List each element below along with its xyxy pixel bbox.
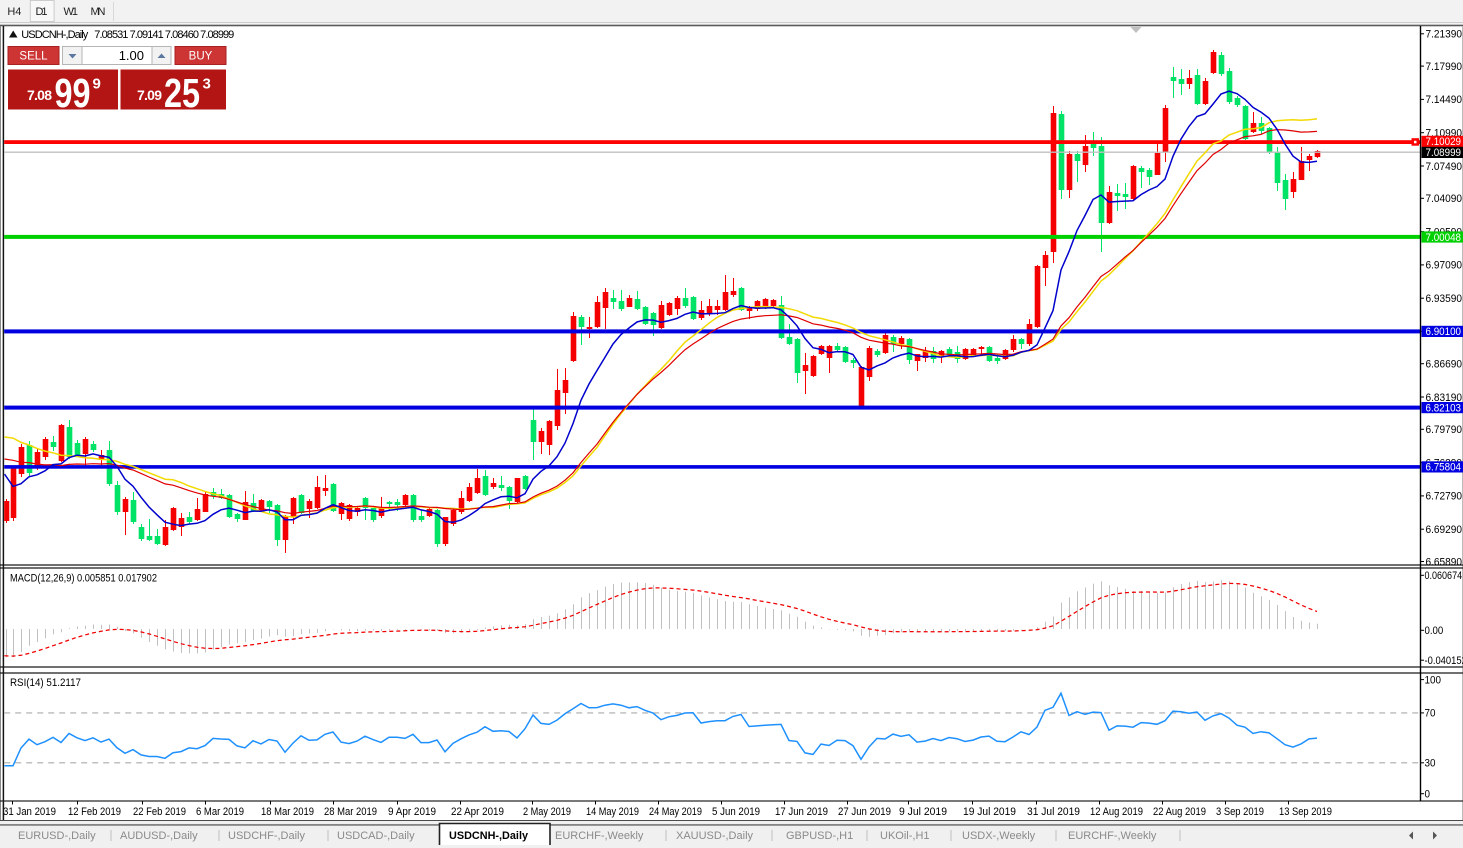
svg-text:17 Jun 2019: 17 Jun 2019 <box>775 806 828 818</box>
svg-text:RSI(14) 51.2117: RSI(14) 51.2117 <box>10 677 81 689</box>
svg-text:27 Jun 2019: 27 Jun 2019 <box>838 806 891 818</box>
svg-text:SELL: SELL <box>19 51 48 63</box>
svg-text:7.21390: 7.21390 <box>1426 29 1463 41</box>
svg-text:W1: W1 <box>64 6 79 18</box>
svg-text:1.00: 1.00 <box>119 48 144 63</box>
svg-text:7.07490: 7.07490 <box>1426 161 1463 173</box>
svg-text:6 Mar 2019: 6 Mar 2019 <box>196 806 244 818</box>
svg-text:-0.040152: -0.040152 <box>1425 655 1463 667</box>
svg-text:22 Feb 2019: 22 Feb 2019 <box>133 806 186 818</box>
svg-text:9 Apr 2019: 9 Apr 2019 <box>388 806 436 818</box>
svg-text:99: 99 <box>55 70 91 116</box>
svg-text:12 Feb 2019: 12 Feb 2019 <box>68 806 121 818</box>
svg-text:6.82103: 6.82103 <box>1426 402 1462 414</box>
svg-text:AUDUSD-,Daily: AUDUSD-,Daily <box>120 830 198 842</box>
svg-text:0: 0 <box>1425 789 1431 801</box>
svg-text:6.72790: 6.72790 <box>1426 491 1463 503</box>
svg-text:70: 70 <box>1425 708 1436 720</box>
svg-text:3 Sep 2019: 3 Sep 2019 <box>1216 806 1264 818</box>
svg-text:D1: D1 <box>36 6 48 18</box>
svg-text:100: 100 <box>1425 674 1442 686</box>
svg-text:BUY: BUY <box>189 51 213 63</box>
svg-text:0.00: 0.00 <box>1425 625 1444 637</box>
svg-text:USDCNH-,Daily: USDCNH-,Daily <box>21 29 89 41</box>
svg-text:6.75804: 6.75804 <box>1426 462 1462 474</box>
svg-text:14 May 2019: 14 May 2019 <box>586 806 639 818</box>
svg-text:7.08999: 7.08999 <box>1426 147 1462 159</box>
svg-text:USDCAD-,Daily: USDCAD-,Daily <box>337 830 415 842</box>
svg-text:H4: H4 <box>7 6 21 18</box>
svg-text:XAUUSD-,Daily: XAUUSD-,Daily <box>676 830 754 842</box>
svg-text:0.060674: 0.060674 <box>1425 570 1463 582</box>
svg-text:7.09: 7.09 <box>137 87 162 103</box>
svg-text:6.97090: 6.97090 <box>1426 260 1463 272</box>
svg-text:28 Mar 2019: 28 Mar 2019 <box>324 806 377 818</box>
svg-text:EURCHF-,Weekly: EURCHF-,Weekly <box>1068 830 1157 842</box>
svg-text:5 Jun 2019: 5 Jun 2019 <box>712 806 760 818</box>
svg-text:3: 3 <box>203 76 211 93</box>
svg-text:31 Jul 2019: 31 Jul 2019 <box>1027 806 1080 818</box>
svg-text:7.08531 7.09141 7.08460 7.0899: 7.08531 7.09141 7.08460 7.08999 <box>94 29 234 41</box>
svg-text:12 Aug 2019: 12 Aug 2019 <box>1090 806 1143 818</box>
svg-text:7.08: 7.08 <box>27 87 52 103</box>
svg-text:13 Sep 2019: 13 Sep 2019 <box>1279 806 1332 818</box>
svg-text:USDCNH-,Daily: USDCNH-,Daily <box>449 830 529 842</box>
svg-text:UKOil-,H1: UKOil-,H1 <box>880 830 930 842</box>
svg-text:9 Jul 2019: 9 Jul 2019 <box>899 806 947 818</box>
svg-text:EURCHF-,Weekly: EURCHF-,Weekly <box>555 830 644 842</box>
svg-text:USDCHF-,Daily: USDCHF-,Daily <box>228 830 306 842</box>
svg-text:25: 25 <box>164 70 200 116</box>
svg-text:9: 9 <box>93 76 101 93</box>
svg-text:MN: MN <box>91 6 106 18</box>
svg-text:22 Apr 2019: 22 Apr 2019 <box>451 806 504 818</box>
svg-text:2 May 2019: 2 May 2019 <box>523 806 571 818</box>
svg-text:30: 30 <box>1425 758 1436 770</box>
svg-text:7.17990: 7.17990 <box>1426 61 1463 73</box>
svg-text:GBPUSD-,H1: GBPUSD-,H1 <box>786 830 853 842</box>
svg-text:18 Mar 2019: 18 Mar 2019 <box>261 806 314 818</box>
svg-text:22 Aug 2019: 22 Aug 2019 <box>1153 806 1206 818</box>
svg-text:6.69290: 6.69290 <box>1426 524 1463 536</box>
svg-text:31 Jan 2019: 31 Jan 2019 <box>3 806 56 818</box>
svg-text:7.10029: 7.10029 <box>1426 136 1462 148</box>
svg-text:19 Jul 2019: 19 Jul 2019 <box>963 806 1016 818</box>
svg-text:6.65890: 6.65890 <box>1426 556 1463 568</box>
svg-text:6.79790: 6.79790 <box>1426 424 1463 436</box>
svg-text:7.14490: 7.14490 <box>1426 94 1463 106</box>
svg-text:24 May 2019: 24 May 2019 <box>649 806 702 818</box>
svg-text:6.93590: 6.93590 <box>1426 293 1463 305</box>
svg-text:6.86690: 6.86690 <box>1426 359 1463 371</box>
svg-text:6.83190: 6.83190 <box>1426 392 1463 404</box>
svg-text:6.90100: 6.90100 <box>1426 326 1462 338</box>
svg-text:7.04090: 7.04090 <box>1426 193 1463 205</box>
svg-text:MACD(12,26,9) 0.005851 0.01790: MACD(12,26,9) 0.005851 0.017902 <box>10 573 157 585</box>
svg-text:USDX-,Weekly: USDX-,Weekly <box>962 830 1036 842</box>
svg-text:EURUSD-,Daily: EURUSD-,Daily <box>18 830 96 842</box>
svg-text:7.00048: 7.00048 <box>1426 232 1462 244</box>
